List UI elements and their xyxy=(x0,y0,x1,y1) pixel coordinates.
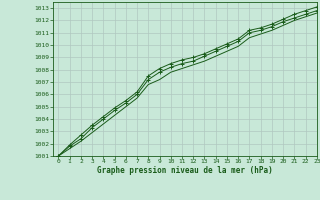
X-axis label: Graphe pression niveau de la mer (hPa): Graphe pression niveau de la mer (hPa) xyxy=(97,166,273,175)
